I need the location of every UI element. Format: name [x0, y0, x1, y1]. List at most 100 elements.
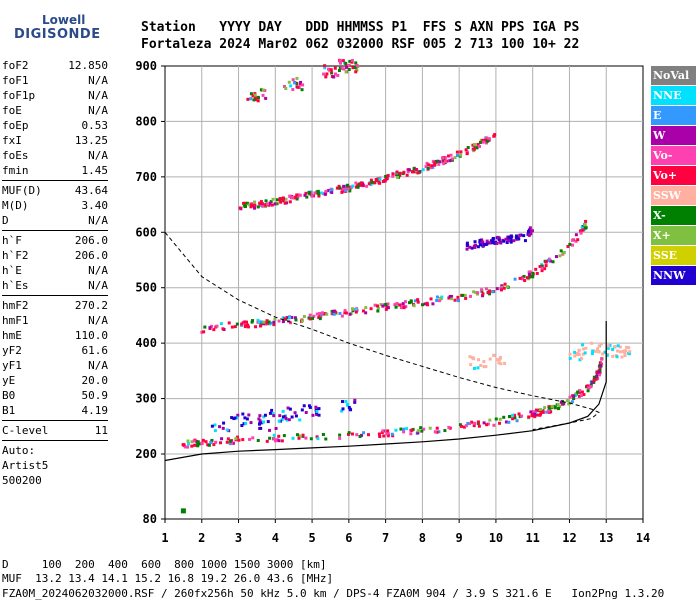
- echo-mark: [503, 361, 507, 365]
- echo-mark: [574, 239, 578, 243]
- echo-mark: [249, 421, 253, 425]
- echo-mark: [529, 232, 533, 236]
- echo-mark: [591, 349, 595, 353]
- echo-mark: [311, 316, 315, 320]
- echo-mark: [318, 317, 322, 321]
- echo-mark: [300, 408, 304, 412]
- param-name: hmF2: [2, 299, 29, 312]
- echo-mark: [491, 290, 495, 294]
- echo-mark: [262, 420, 266, 424]
- echo-mark: [314, 405, 318, 409]
- echo-mark: [608, 343, 612, 347]
- echo-mark: [474, 290, 478, 294]
- echo-mark: [473, 240, 477, 244]
- param-value: N/A: [88, 314, 108, 327]
- echo-mark: [298, 193, 302, 197]
- echo-mark: [288, 316, 292, 320]
- echo-mark: [220, 437, 224, 441]
- echo-mark: [479, 138, 483, 142]
- echo-mark: [297, 436, 301, 440]
- echo-mark: [468, 245, 472, 249]
- echo-mark: [342, 67, 346, 71]
- echo-mark: [512, 239, 516, 243]
- echo-mark: [475, 146, 479, 150]
- echo-mark: [557, 407, 561, 411]
- density-profile-dashed: [164, 231, 600, 431]
- echo-mark: [472, 147, 476, 151]
- echo-mark: [231, 441, 235, 445]
- param-name: foF1p: [2, 89, 36, 102]
- legend-item: X-: [651, 206, 696, 225]
- echo-mark: [419, 426, 423, 430]
- echo-mark: [287, 418, 291, 422]
- echo-mark: [386, 434, 390, 438]
- footer-muf-row: MUF 13.2 13.4 14.1 15.2 16.8 19.2 26.0 4…: [2, 572, 334, 585]
- echo-mark: [288, 407, 292, 411]
- echo-mark: [540, 410, 544, 414]
- echo-mark: [378, 177, 382, 181]
- echo-mark: [464, 424, 468, 428]
- echo-mark: [562, 402, 566, 406]
- echo-mark: [592, 380, 596, 384]
- echo-mark: [581, 352, 585, 356]
- echo-mark: [391, 172, 395, 176]
- echo-mark: [527, 275, 531, 279]
- legend-item: Vo+: [651, 166, 696, 185]
- echo-mark: [578, 358, 582, 362]
- echo-mark: [364, 311, 368, 315]
- echo-mark: [478, 238, 482, 242]
- echo-mark: [226, 437, 230, 441]
- echo-mark: [425, 161, 429, 165]
- echo-mark: [230, 441, 234, 445]
- echo-mark: [323, 192, 327, 196]
- echo-mark: [225, 440, 229, 444]
- echo-mark: [573, 350, 577, 354]
- echo-mark: [263, 203, 267, 207]
- echo-mark: [298, 418, 302, 422]
- echo-mark: [581, 343, 585, 347]
- echo-mark: [273, 439, 277, 443]
- echo-mark: [259, 88, 263, 92]
- echo-mark: [401, 427, 405, 431]
- echo-mark: [592, 375, 596, 379]
- echo-mark: [402, 306, 406, 310]
- echo-mark: [338, 311, 342, 315]
- echo-mark: [244, 421, 248, 425]
- echo-mark: [365, 184, 369, 188]
- echo-mark: [200, 330, 204, 334]
- echo-mark: [290, 315, 294, 319]
- echo-mark: [332, 75, 336, 79]
- echo-mark: [487, 291, 491, 295]
- param-value: 13.25: [74, 134, 108, 147]
- echo-mark: [473, 143, 477, 147]
- echo-mark: [344, 189, 348, 193]
- echo-mark: [281, 199, 285, 203]
- echo-mark: [351, 184, 355, 188]
- echo-mark: [478, 243, 482, 247]
- echo-mark: [502, 415, 506, 419]
- echo-mark: [505, 285, 509, 289]
- echo-mark: [225, 428, 229, 432]
- echo-mark: [354, 308, 358, 312]
- echo-mark: [308, 317, 312, 321]
- echo-mark: [511, 417, 515, 421]
- param-name: h`F2: [2, 249, 29, 262]
- echo-mark: [312, 314, 316, 318]
- echo-mark: [416, 300, 420, 304]
- echo-mark: [491, 237, 495, 241]
- echo-mark: [346, 63, 350, 67]
- echo-mark: [252, 98, 256, 102]
- echo-mark: [584, 346, 588, 350]
- param-value: 206.0: [74, 249, 108, 262]
- echo-mark: [348, 312, 352, 316]
- param-row: MUF(D) 43.64: [2, 183, 108, 198]
- param-name: fmin: [2, 164, 29, 177]
- echo-mark: [376, 309, 380, 313]
- echo-mark: [300, 319, 304, 323]
- echo-mark: [484, 287, 488, 291]
- echo-mark: [623, 351, 627, 355]
- echo-mark: [481, 138, 485, 142]
- echo-mark: [538, 407, 542, 411]
- echo-mark: [589, 383, 593, 387]
- echo-mark: [565, 399, 569, 403]
